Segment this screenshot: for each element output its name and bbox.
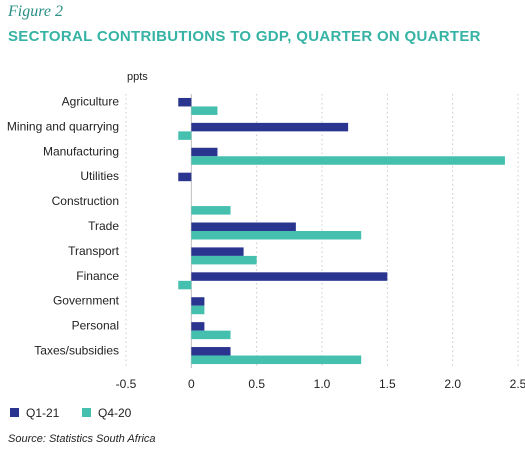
x-tick-label: 0 xyxy=(188,377,195,391)
category-label: Government xyxy=(53,294,120,308)
bar-q4-20-personal xyxy=(191,330,231,340)
bar-q4-20-transport xyxy=(191,255,257,265)
bar-q1-21-agriculture xyxy=(178,97,192,107)
bar-q1-21-manufacturing xyxy=(191,147,218,157)
bar-q4-20-manufacturing xyxy=(191,156,505,165)
figure-label: Figure 2 xyxy=(8,3,63,20)
category-label: Finance xyxy=(76,269,119,283)
bar-q1-21-government xyxy=(191,297,205,306)
bar-q1-21-personal xyxy=(191,322,205,331)
x-tick-label: -0.5 xyxy=(116,377,137,391)
unit-label: ppts xyxy=(127,71,148,83)
category-label: Construction xyxy=(52,194,119,208)
x-tick-label: 2.0 xyxy=(444,377,461,391)
bar-q1-21-finance xyxy=(191,272,388,281)
x-tick-label: 2.5 xyxy=(510,377,525,391)
bar-q4-20-agriculture xyxy=(191,106,218,115)
bar-q1-21-utilities xyxy=(178,172,192,182)
bar-q4-20-finance xyxy=(178,280,192,290)
x-tick-label: 0.5 xyxy=(248,377,265,391)
bar-q1-21-taxes-subsidies xyxy=(191,347,231,356)
x-tick-label: 1.0 xyxy=(314,377,331,391)
legend-swatch xyxy=(10,408,19,417)
category-label: Trade xyxy=(88,219,119,233)
bar-q4-20-construction xyxy=(191,206,231,215)
bar-q1-21-mining-and-quarrying xyxy=(191,122,349,132)
category-labels: Agriculture Mining and quarrying Manufactu… xyxy=(7,94,120,357)
bars xyxy=(178,97,505,365)
source-note: Source: Statistics South Africa xyxy=(8,433,156,445)
x-tick-label: 1.5 xyxy=(379,377,396,391)
category-label: Transport xyxy=(68,244,120,258)
bar-q4-20-mining-and-quarrying xyxy=(178,131,192,140)
bar-q1-21-trade xyxy=(191,222,296,231)
bar-q4-20-taxes-subsidies xyxy=(191,355,362,365)
chart-title: SECTORAL CONTRIBUTIONS TO GDP, QUARTER O… xyxy=(8,28,481,45)
x-tick-labels: -0.5 0 0.5 1.0 1.5 2.0 2.5 xyxy=(116,377,525,391)
bar-q4-20-government xyxy=(191,305,205,315)
category-label: Manufacturing xyxy=(43,144,119,158)
category-label: Mining and quarrying xyxy=(7,119,119,133)
legend: Q1-21 Q4-20 xyxy=(10,406,132,420)
bar-q1-21-transport xyxy=(191,247,244,256)
category-label: Taxes/subsidies xyxy=(34,344,119,358)
category-label: Utilities xyxy=(80,169,119,183)
legend-label: Q1-21 xyxy=(26,406,60,420)
bar-q4-20-trade xyxy=(191,231,362,240)
legend-swatch xyxy=(82,408,91,417)
legend-label: Q4-20 xyxy=(98,406,132,420)
category-label: Personal xyxy=(72,319,119,333)
category-label: Agriculture xyxy=(62,94,120,108)
